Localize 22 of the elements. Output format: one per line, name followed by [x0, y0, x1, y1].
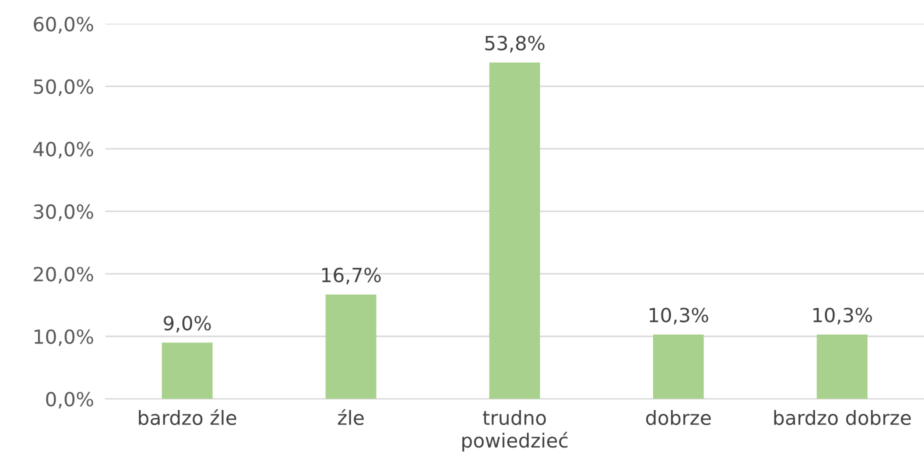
x-tick-label: bardzo źle — [138, 409, 236, 426]
bar — [162, 342, 213, 399]
data-label: 53,8% — [485, 36, 544, 52]
y-tick-label: 20,0% — [34, 266, 94, 284]
x-tick-label: bardzo dobrze — [774, 410, 911, 426]
x-tick-label: źle — [338, 409, 364, 426]
bar — [816, 334, 868, 399]
data-label: 16,7% — [322, 268, 381, 284]
data-label: 10,3% — [813, 308, 872, 324]
bar — [489, 62, 540, 399]
y-tick-label: 40,0% — [33, 142, 94, 158]
y-tick-label: 10,0% — [34, 329, 94, 346]
y-tick-label: 0,0% — [46, 392, 94, 409]
y-tick-label: 60,0% — [34, 16, 94, 34]
bar — [326, 294, 376, 399]
x-tick-label: trudno powiedzieć — [462, 410, 568, 452]
x-tick-label: dobrze — [646, 410, 711, 426]
y-tick-label: 50,0% — [34, 79, 94, 96]
data-label: 9,0% — [164, 316, 211, 333]
data-label: 10,3% — [650, 308, 708, 324]
bar — [653, 334, 704, 399]
y-tick-label: 30,0% — [34, 204, 94, 221]
